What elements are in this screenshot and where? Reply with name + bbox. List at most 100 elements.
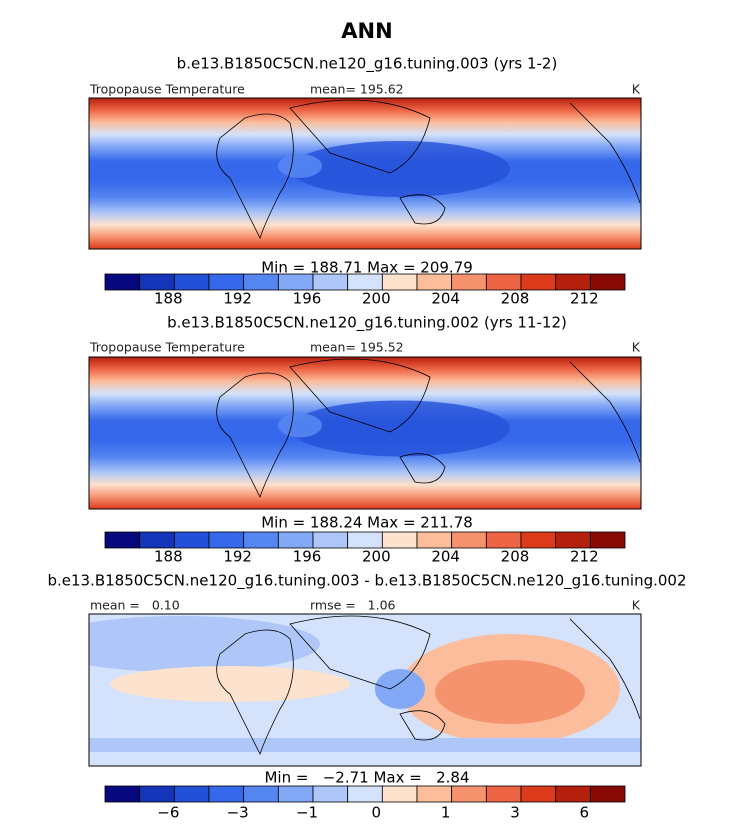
- panel-subtitle: b.e13.B1850C5CN.ne120_g16.tuning.003 - b…: [47, 572, 686, 591]
- colorbar-box: [104, 531, 141, 549]
- colorbar-box: [381, 531, 418, 549]
- colorbar-box: [104, 273, 141, 291]
- colorbar-box: [451, 531, 487, 549]
- panel-left-label: Tropopause Temperature: [89, 82, 245, 97]
- colorbar-tick-label: 188: [154, 290, 183, 308]
- colorbar-box: [243, 785, 279, 803]
- panel: b.e13.B1850C5CN.ne120_g16.tuning.003 - b…: [47, 572, 686, 822]
- coastline: [569, 618, 641, 720]
- colorbar-box: [208, 531, 245, 549]
- map-feature: [435, 660, 585, 724]
- colorbar-box: [589, 273, 626, 291]
- panel-units: K: [632, 598, 641, 613]
- coastline: [216, 372, 294, 499]
- panel-units: K: [632, 340, 641, 355]
- colorbar-tick-label: 204: [431, 290, 460, 308]
- colorbar-tick-label: 212: [570, 290, 599, 308]
- colorbar-box: [416, 785, 453, 803]
- map-frame: [88, 613, 642, 767]
- coastline: [569, 102, 641, 204]
- map-feature: [375, 669, 425, 709]
- panel: b.e13.B1850C5CN.ne120_g16.tuning.003 (yr…: [88, 55, 642, 308]
- panel-center-label: rmse = 1.06: [310, 598, 396, 613]
- map-frame: [88, 97, 642, 250]
- colorbar-tick-label: −3: [227, 804, 249, 822]
- colorbar-tick-label: 208: [501, 290, 530, 308]
- map-feature: [89, 616, 320, 672]
- map: [89, 614, 641, 766]
- coastline: [289, 99, 431, 174]
- coastline: [216, 629, 294, 756]
- colorbar-box: [485, 273, 522, 291]
- colorbar-tick-label: 0: [372, 804, 382, 822]
- colorbar-box: [520, 785, 557, 803]
- coastline: [399, 194, 446, 225]
- colorbar-tick-label: 192: [223, 548, 252, 566]
- colorbar-box: [208, 785, 245, 803]
- coastline: [399, 710, 446, 741]
- panel-left-label: mean = 0.10: [90, 598, 180, 613]
- coastline: [289, 615, 431, 690]
- colorbar-box: [416, 531, 453, 549]
- colorbar-tick-label: 200: [362, 548, 391, 566]
- colorbar-box: [555, 273, 591, 291]
- map-feature: [278, 153, 322, 178]
- colorbar-box: [589, 531, 626, 549]
- colorbar-box: [312, 273, 349, 291]
- colorbar-tick-label: 204: [431, 548, 460, 566]
- map-feature: [89, 738, 641, 752]
- min-max-label: Min = 188.24 Max = 211.78: [261, 514, 473, 532]
- panel-center-label: mean= 195.62: [310, 82, 404, 97]
- colorbar-box: [277, 531, 314, 549]
- colorbar-box: [347, 785, 383, 803]
- colorbar-tick-label: 208: [501, 548, 530, 566]
- colorbar-box: [312, 785, 349, 803]
- map: [89, 98, 641, 249]
- colorbar-tick-label: 212: [570, 548, 599, 566]
- colorbar-box: [277, 785, 314, 803]
- map-frame: [88, 356, 642, 510]
- colorbar-box: [451, 273, 487, 291]
- map-feature: [110, 666, 350, 702]
- colorbar-box: [208, 273, 245, 291]
- colorbar-tick-label: 196: [293, 290, 322, 308]
- panel-subtitle: b.e13.B1850C5CN.ne120_g16.tuning.003 (yr…: [177, 55, 558, 74]
- colorbar-tick-label: 200: [362, 290, 391, 308]
- colorbar-box: [485, 785, 522, 803]
- map-feature: [290, 140, 510, 197]
- coastline: [216, 113, 294, 240]
- colorbar-box: [139, 273, 175, 291]
- figure-title: ANN: [341, 19, 392, 43]
- panel-units: K: [632, 82, 641, 97]
- panel-left-label: Tropopause Temperature: [89, 340, 245, 355]
- panel-subtitle: b.e13.B1850C5CN.ne120_g16.tuning.002 (yr…: [167, 314, 567, 333]
- colorbar-tick-label: 1: [441, 804, 451, 822]
- colorbar-tick-label: 3: [510, 804, 520, 822]
- colorbar-tick-label: −6: [157, 804, 179, 822]
- coastline: [289, 358, 431, 433]
- colorbar-box: [312, 531, 349, 549]
- colorbar-box: [520, 273, 557, 291]
- coastline: [569, 361, 641, 463]
- colorbar-box: [485, 531, 522, 549]
- colorbar-box: [173, 273, 210, 291]
- colorbar-box: [104, 785, 141, 803]
- coastline: [399, 453, 446, 484]
- colorbar-box: [139, 531, 175, 549]
- colorbar-box: [381, 785, 418, 803]
- colorbar-box: [173, 785, 210, 803]
- colorbar-box: [173, 531, 210, 549]
- colorbar-box: [277, 273, 314, 291]
- colorbar-box: [416, 273, 453, 291]
- min-max-label: Min = −2.71 Max = 2.84: [264, 769, 469, 787]
- colorbar-tick-label: 192: [223, 290, 252, 308]
- min-max-label: Min = 188.71 Max = 209.79: [261, 259, 473, 277]
- colorbar-box: [243, 531, 279, 549]
- colorbar-box: [381, 273, 418, 291]
- colorbar-tick-label: −1: [296, 804, 318, 822]
- colorbar-box: [451, 785, 487, 803]
- map: [89, 357, 641, 509]
- map-feature: [278, 413, 322, 438]
- colorbar-tick-label: 6: [580, 804, 590, 822]
